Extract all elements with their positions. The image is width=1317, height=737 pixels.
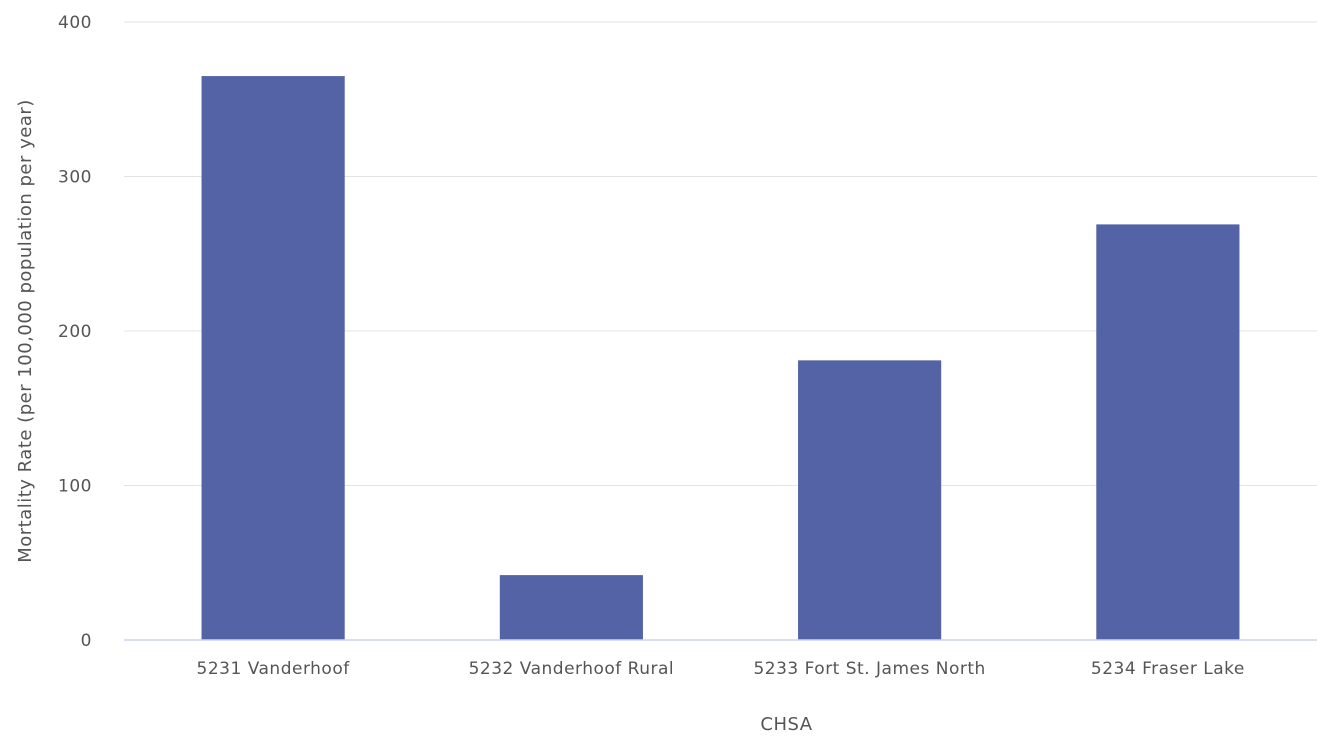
x-axis-ticks: 5231 Vanderhoof 5232 Vanderhoof Rural 5233… bbox=[197, 659, 1245, 679]
y-axis-title: Mortality Rate (per 100,000 population p… bbox=[15, 99, 36, 563]
x-tick-label: 5234 Fraser Lake bbox=[1091, 659, 1245, 679]
x-axis-title: CHSA bbox=[760, 714, 812, 733]
bar[interactable] bbox=[1096, 224, 1240, 640]
bar[interactable] bbox=[499, 575, 643, 640]
y-tick-label: 200 bbox=[58, 322, 92, 342]
y-tick-label: 0 bbox=[81, 631, 92, 651]
y-tick-label: 300 bbox=[58, 168, 92, 188]
bars bbox=[201, 76, 1240, 640]
y-tick-label: 100 bbox=[58, 477, 92, 497]
y-axis-ticks: 0 100 200 300 400 bbox=[58, 13, 92, 651]
x-tick-label: 5233 Fort St. James North bbox=[753, 659, 985, 679]
y-tick-label: 400 bbox=[58, 13, 92, 33]
bar[interactable] bbox=[798, 360, 942, 640]
x-tick-label: 5232 Vanderhoof Rural bbox=[469, 659, 675, 679]
x-tick-label: 5231 Vanderhoof bbox=[197, 659, 351, 679]
bar[interactable] bbox=[201, 76, 345, 640]
